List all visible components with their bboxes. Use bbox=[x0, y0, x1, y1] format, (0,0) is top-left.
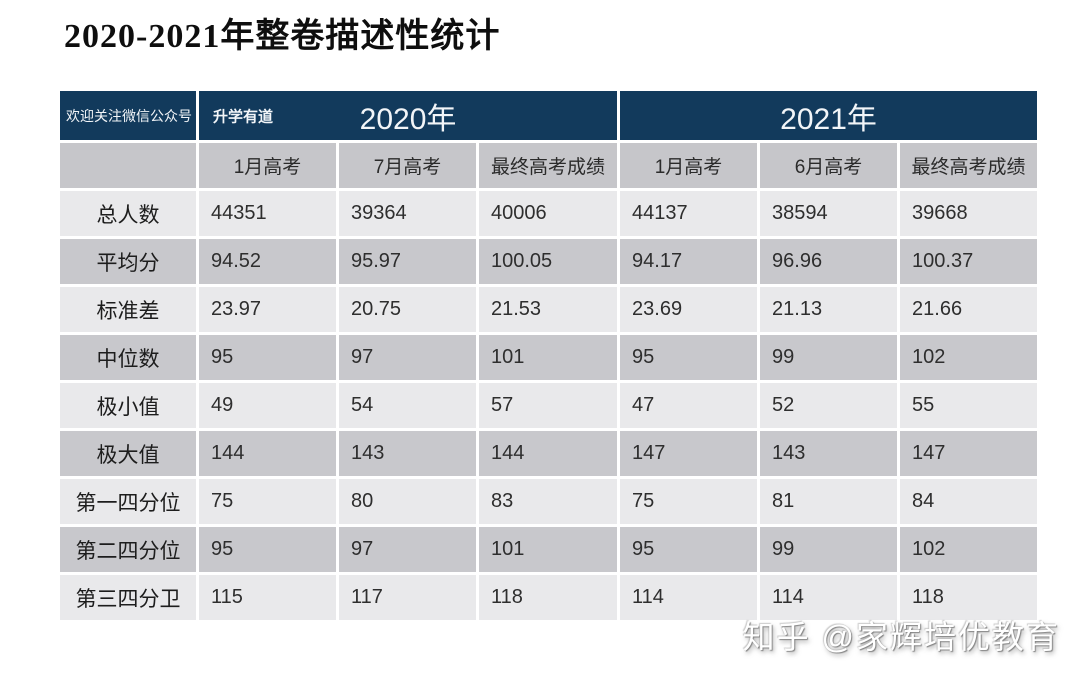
cell-value: 84 bbox=[897, 476, 1041, 527]
cell-value: 96.96 bbox=[757, 236, 901, 287]
cell-value: 118 bbox=[475, 572, 621, 623]
cell-value: 97 bbox=[336, 524, 479, 575]
row-label: 标准差 bbox=[57, 284, 199, 335]
cell-value: 94.17 bbox=[617, 236, 761, 287]
year-label-2020: 2020年 bbox=[359, 102, 457, 136]
cell-value: 83 bbox=[475, 476, 621, 527]
cell-value: 95 bbox=[196, 524, 339, 575]
row-label: 极小值 bbox=[57, 380, 199, 431]
cell-value: 38594 bbox=[757, 188, 901, 239]
cell-value: 114 bbox=[617, 572, 761, 623]
cell-value: 80 bbox=[336, 476, 479, 527]
cell-value: 20.75 bbox=[336, 284, 479, 335]
cell-value: 39364 bbox=[336, 188, 479, 239]
cell-value: 100.37 bbox=[897, 236, 1041, 287]
table-row: 中位数 95 97 101 95 99 102 bbox=[57, 332, 1041, 383]
subheader-2021-jun: 6月高考 bbox=[757, 140, 901, 191]
table-row: 平均分 94.52 95.97 100.05 94.17 96.96 100.37 bbox=[57, 236, 1041, 287]
cell-value: 75 bbox=[617, 476, 761, 527]
cell-value: 99 bbox=[757, 332, 901, 383]
table-row: 第一四分位 75 80 83 75 81 84 bbox=[57, 476, 1041, 527]
subheader-2020-jul: 7月高考 bbox=[336, 140, 479, 191]
cell-value: 44351 bbox=[196, 188, 339, 239]
cell-value: 100.05 bbox=[475, 236, 621, 287]
cell-value: 52 bbox=[757, 380, 901, 431]
table-row: 总人数 44351 39364 40006 44137 38594 39668 bbox=[57, 188, 1041, 239]
statistics-table: 欢迎关注微信公众号 升学有道 2020年 2021年 1月高考 7月高考 最终高… bbox=[57, 88, 1041, 623]
year-header-2020: 升学有道 2020年 bbox=[195, 88, 621, 143]
cell-value: 144 bbox=[196, 428, 339, 479]
cell-value: 115 bbox=[196, 572, 339, 623]
row-label: 第一四分位 bbox=[57, 476, 199, 527]
row-label: 第二四分位 bbox=[57, 524, 199, 575]
subheader-row: 1月高考 7月高考 最终高考成绩 1月高考 6月高考 最终高考成绩 bbox=[57, 140, 1041, 191]
cell-value: 143 bbox=[336, 428, 479, 479]
row-label: 平均分 bbox=[57, 236, 199, 287]
cell-value: 47 bbox=[617, 380, 761, 431]
cell-value: 114 bbox=[757, 572, 901, 623]
cell-value: 99 bbox=[757, 524, 901, 575]
year-label-2021: 2021年 bbox=[780, 102, 877, 136]
cell-value: 21.53 bbox=[475, 284, 621, 335]
cell-value: 57 bbox=[475, 380, 621, 431]
subheader-2021-jan: 1月高考 bbox=[617, 140, 761, 191]
cell-value: 23.69 bbox=[617, 284, 761, 335]
cell-value: 101 bbox=[475, 332, 621, 383]
cell-value: 147 bbox=[617, 428, 761, 479]
year-header-2021: 2021年 bbox=[617, 88, 1041, 143]
cell-value: 94.52 bbox=[196, 236, 339, 287]
cell-value: 95 bbox=[617, 524, 761, 575]
cell-value: 143 bbox=[757, 428, 901, 479]
table-row: 极小值 49 54 57 47 52 55 bbox=[57, 380, 1041, 431]
year-header-row: 欢迎关注微信公众号 升学有道 2020年 2021年 bbox=[57, 88, 1041, 143]
wechat-account-label: 升学有道 bbox=[213, 108, 274, 125]
table-row: 第三四分卫 115 117 118 114 114 118 bbox=[57, 572, 1041, 623]
cell-value: 49 bbox=[196, 380, 339, 431]
cell-value: 21.66 bbox=[897, 284, 1041, 335]
subheader-empty bbox=[57, 140, 199, 191]
subheader-2020-final: 最终高考成绩 bbox=[475, 140, 621, 191]
cell-value: 97 bbox=[336, 332, 479, 383]
table-row: 标准差 23.97 20.75 21.53 23.69 21.13 21.66 bbox=[57, 284, 1041, 335]
cell-value: 95.97 bbox=[336, 236, 479, 287]
row-label: 第三四分卫 bbox=[57, 572, 199, 623]
cell-value: 44137 bbox=[617, 188, 761, 239]
cell-value: 102 bbox=[897, 524, 1041, 575]
cell-value: 118 bbox=[897, 572, 1041, 623]
cell-value: 23.97 bbox=[196, 284, 339, 335]
cell-value: 75 bbox=[196, 476, 339, 527]
subheader-2020-jan: 1月高考 bbox=[196, 140, 339, 191]
row-label: 总人数 bbox=[57, 188, 199, 239]
cell-value: 54 bbox=[336, 380, 479, 431]
cell-value: 144 bbox=[475, 428, 621, 479]
cell-value: 21.13 bbox=[757, 284, 901, 335]
cell-value: 95 bbox=[196, 332, 339, 383]
cell-value: 81 bbox=[757, 476, 901, 527]
cell-value: 95 bbox=[617, 332, 761, 383]
cell-value: 102 bbox=[897, 332, 1041, 383]
row-label: 中位数 bbox=[57, 332, 199, 383]
page-title: 2020-2021年整卷描述性统计 bbox=[64, 18, 501, 55]
cell-value: 39668 bbox=[897, 188, 1041, 239]
row-label: 极大值 bbox=[57, 428, 199, 479]
cell-value: 117 bbox=[336, 572, 479, 623]
table-row: 极大值 144 143 144 147 143 147 bbox=[57, 428, 1041, 479]
cell-value: 40006 bbox=[475, 188, 621, 239]
cell-value: 55 bbox=[897, 380, 1041, 431]
cell-value: 147 bbox=[897, 428, 1041, 479]
corner-wechat-banner: 欢迎关注微信公众号 bbox=[57, 88, 199, 143]
cell-value: 101 bbox=[475, 524, 621, 575]
table-body: 总人数 44351 39364 40006 44137 38594 39668 平均分 94.5… bbox=[57, 188, 1041, 623]
subheader-2021-final: 最终高考成绩 bbox=[897, 140, 1041, 191]
table-row: 第二四分位 95 97 101 95 99 102 bbox=[57, 524, 1041, 575]
